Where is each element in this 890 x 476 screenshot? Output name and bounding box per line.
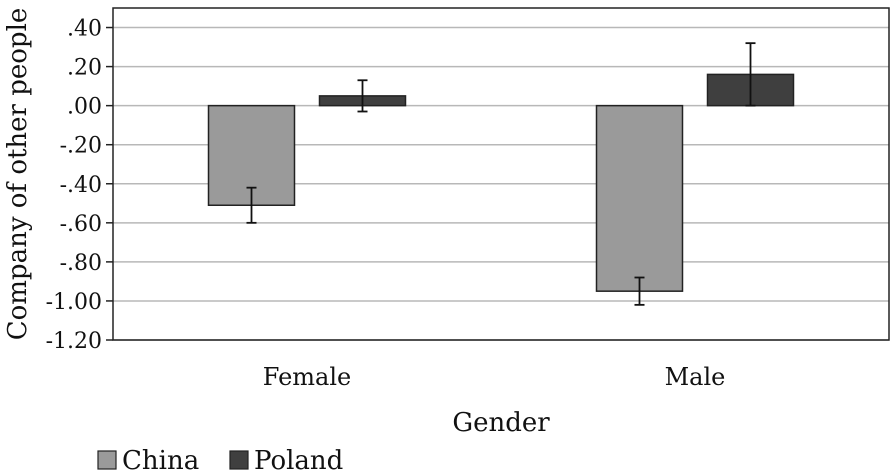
legend: China Poland: [97, 446, 343, 476]
legend-swatch: [229, 450, 249, 470]
bar-china-male: [595, 104, 684, 292]
error-bar-poland-female: [357, 79, 368, 113]
y-axis-title: Company of other people: [3, 8, 33, 341]
legend-label: China: [122, 446, 199, 471]
error-bar-poland-male: [745, 42, 756, 107]
y-tick-label: .40: [67, 17, 102, 42]
y-tick-label: .00: [67, 95, 102, 120]
y-tick-label: -1.20: [46, 329, 102, 354]
y-tick-label: -1.00: [46, 290, 102, 315]
legend-item-poland: Poland: [229, 446, 343, 476]
x-category-label: Male: [665, 363, 726, 391]
y-tick-label: -.60: [60, 212, 102, 237]
error-bar-china-female: [246, 186, 257, 224]
y-tick-label: -.20: [60, 134, 102, 159]
y-tick-label: -.40: [60, 173, 102, 198]
x-axis-title: Gender: [452, 408, 550, 438]
legend-swatch: [97, 450, 117, 470]
legend-label: Poland: [254, 446, 343, 471]
bars: [207, 73, 795, 292]
y-tick-label: -.80: [60, 251, 102, 276]
y-tick-label: .20: [67, 56, 102, 81]
x-axis-categories: Female Male: [263, 363, 726, 391]
error-bars: [246, 42, 756, 306]
error-bar-china-male: [634, 276, 645, 306]
x-category-label: Female: [263, 363, 352, 391]
legend-item-china: China: [97, 446, 199, 476]
y-axis-ticks: .40 .20 .00 -.20 -.40 -.60 -.80 -1.00 -1.20: [46, 17, 113, 354]
plot-frame: [112, 7, 890, 341]
